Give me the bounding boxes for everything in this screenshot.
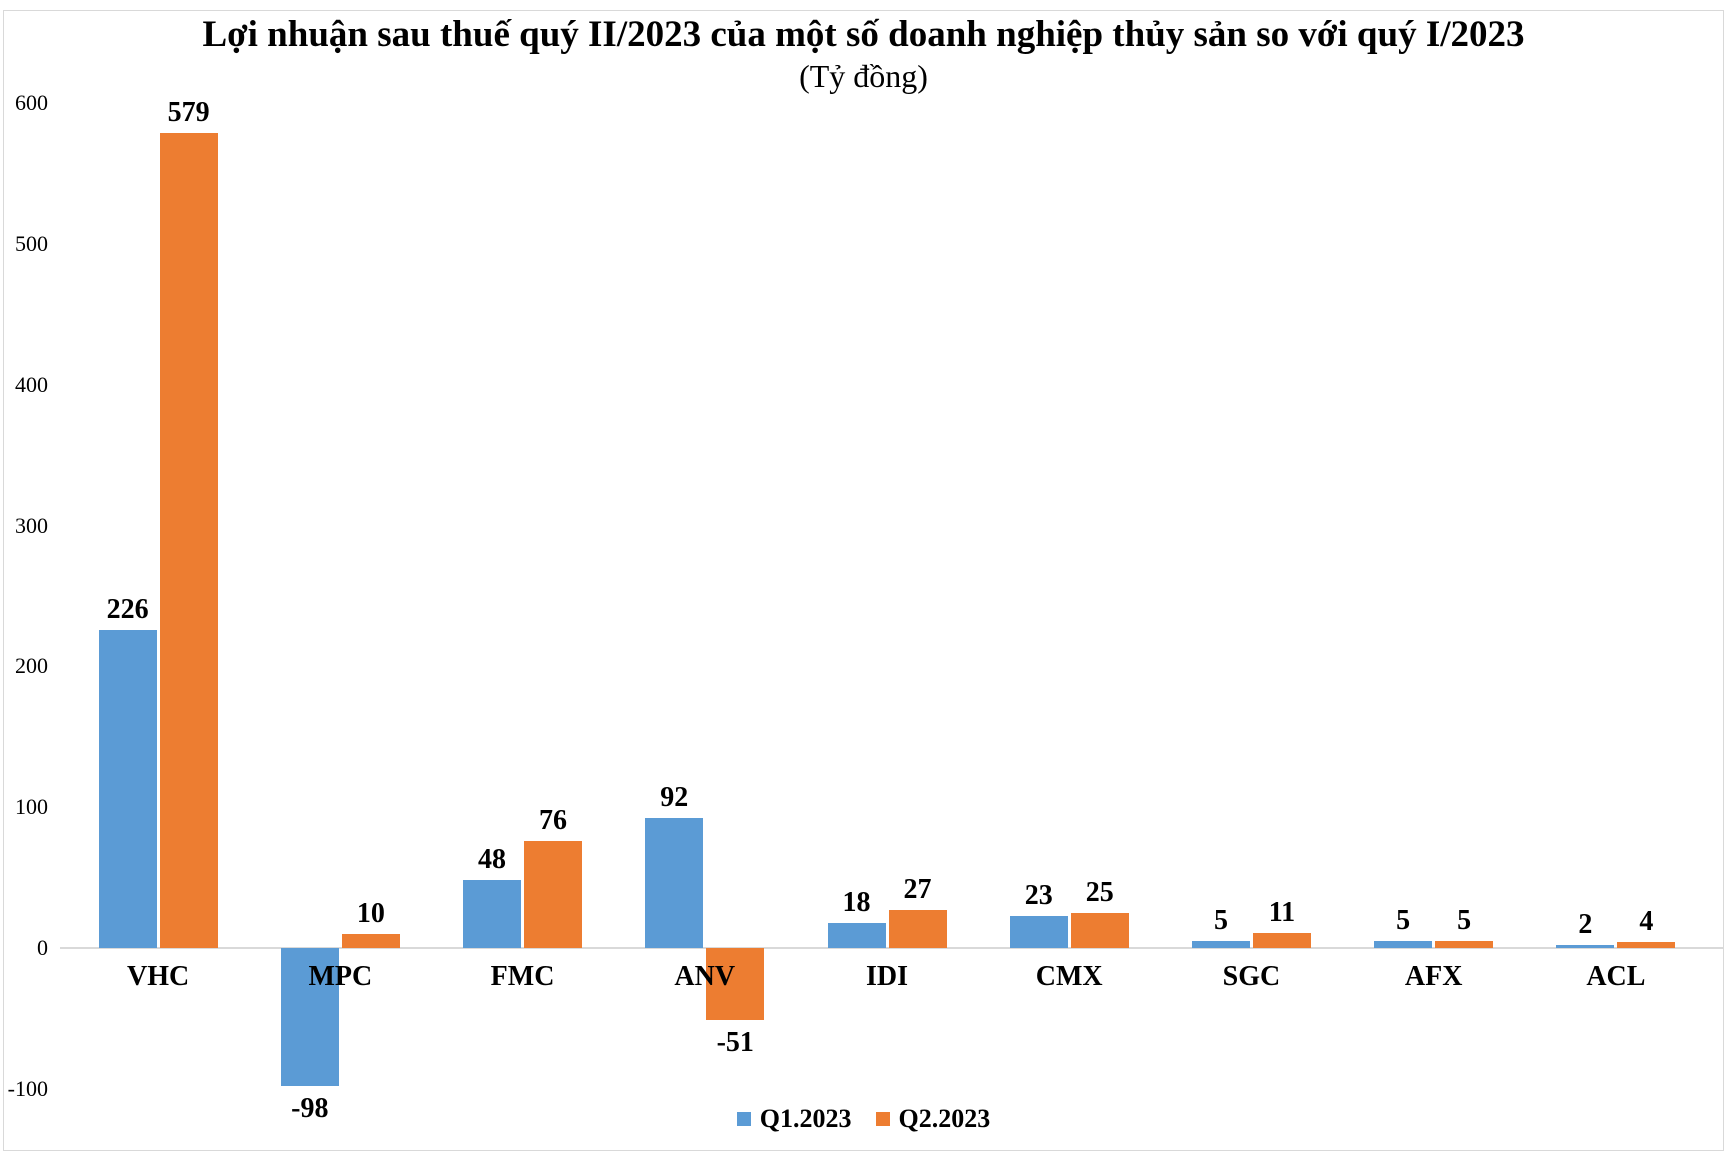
bar-q2-2023-idi: [888, 909, 947, 948]
value-label-afx: 5: [1396, 904, 1411, 936]
bar-q1-2023-anv: [645, 818, 704, 948]
category-label-sgc: SGC: [1222, 961, 1281, 992]
category-label-afx: AFX: [1404, 961, 1463, 992]
legend-swatch-q1: [736, 1112, 751, 1126]
category-label-vhc: VHC: [126, 961, 190, 992]
value-label-sgc: 5: [1213, 904, 1228, 936]
category-label-mpc: MPC: [308, 961, 373, 992]
bar-q2-2023-anv: [706, 948, 765, 1020]
value-label-acl: 4: [1639, 906, 1654, 938]
bar-q2-2023-mpc: [341, 933, 400, 948]
y-axis-tick-label: 200: [15, 653, 48, 679]
value-label-cmx: 25: [1085, 876, 1114, 908]
bar-q1-2023-afx: [1374, 940, 1433, 948]
bar-q1-2023-mpc: [280, 948, 339, 1087]
bar-q2-2023-sgc: [1252, 932, 1311, 948]
bar-q2-2023-afx: [1435, 940, 1494, 948]
value-label-sgc: 11: [1268, 896, 1296, 928]
value-label-idi: 27: [903, 873, 932, 905]
y-axis-tick-label: 300: [15, 512, 48, 538]
y-axis-tick-label: 100: [15, 794, 48, 820]
value-label-vhc: 579: [167, 96, 210, 128]
bar-q1-2023-sgc: [1191, 940, 1250, 948]
chart-subtitle: (Tỷ đồng): [799, 58, 928, 94]
value-label-mpc: 10: [356, 897, 385, 929]
value-label-fmc: 48: [478, 844, 507, 876]
bar-q1-2023-acl: [1556, 945, 1615, 948]
value-label-vhc: 226: [106, 593, 149, 625]
bar-q2-2023-acl: [1617, 942, 1676, 948]
value-label-cmx: 23: [1024, 879, 1053, 911]
bar-q2-2023-fmc: [524, 840, 583, 948]
y-axis-tick-label: 0: [37, 935, 48, 960]
category-label-anv: ANV: [674, 961, 736, 992]
value-label-anv: 92: [660, 782, 689, 814]
bar-q2-2023-cmx: [1070, 912, 1129, 948]
y-axis-tick-label: -100: [7, 1075, 48, 1101]
y-axis-tick-label: 400: [15, 371, 48, 397]
y-axis-tick-label: 600: [15, 90, 48, 115]
y-axis-tick-label: 500: [15, 230, 48, 256]
value-label-acl: 2: [1578, 909, 1593, 941]
value-label-fmc: 76: [539, 804, 568, 836]
chart-title: Lợi nhuận sau thuế quý II/2023 của một s…: [202, 14, 1525, 55]
legend-label: Q1.2023: [759, 1104, 852, 1133]
category-label-fmc: FMC: [490, 961, 555, 992]
x-axis-line: [60, 947, 1724, 949]
legend: Q1.2023 Q2.2023: [3, 1104, 1724, 1134]
category-label-idi: IDI: [865, 961, 908, 992]
bar-q1-2023-idi: [827, 922, 886, 948]
bar-q2-2023-vhc: [159, 132, 218, 948]
legend-item-q1-2023: Q1.2023: [736, 1104, 852, 1134]
legend-item-q2-2023: Q2.2023: [875, 1104, 991, 1134]
legend-swatch-q2: [875, 1112, 890, 1126]
value-label-afx: 5: [1457, 904, 1472, 936]
legend-label: Q2.2023: [898, 1104, 991, 1133]
bar-q1-2023-vhc: [98, 629, 157, 948]
bar-q1-2023-cmx: [1009, 915, 1068, 948]
category-label-acl: ACL: [1586, 961, 1646, 992]
value-label-idi: 18: [842, 886, 871, 918]
value-label-mpc: -98: [291, 1093, 329, 1125]
category-label-cmx: CMX: [1035, 961, 1103, 992]
value-label-anv: -51: [716, 1026, 754, 1058]
bar-q1-2023-fmc: [463, 880, 522, 948]
